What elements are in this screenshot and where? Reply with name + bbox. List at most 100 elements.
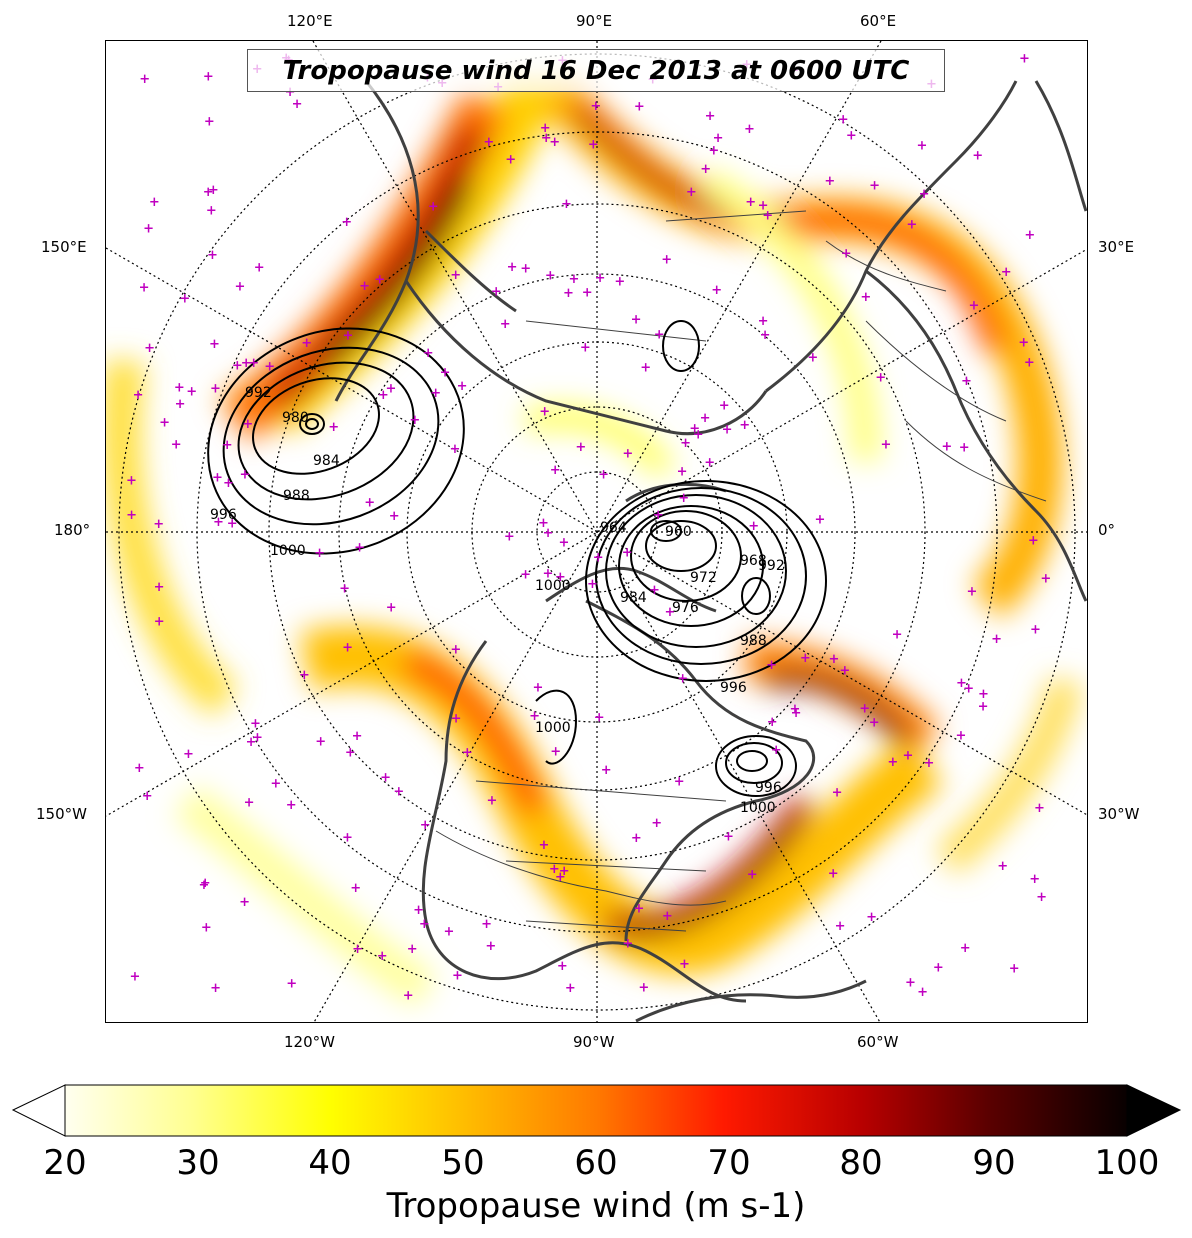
lon-label-bottom-90w: 90°W	[573, 1033, 615, 1051]
station-marker: +	[892, 627, 903, 642]
station-marker: +	[713, 131, 724, 146]
station-marker: +	[286, 798, 297, 813]
map-panel: + + + + + + + + + + + + + + + + + + + + + + + + + + + + + + + + + + + + + + + +…	[105, 40, 1088, 1023]
station-marker: +	[543, 567, 554, 582]
station-marker: +	[183, 747, 194, 762]
station-marker: +	[838, 113, 849, 128]
pressure-contours	[207, 320, 827, 797]
colorbar-tick: 30	[176, 1143, 220, 1183]
station-marker: +	[595, 271, 606, 286]
station-marker: +	[967, 584, 978, 599]
station-marker: +	[956, 729, 967, 744]
station-marker: +	[386, 600, 397, 615]
station-marker: +	[978, 699, 989, 714]
map-title: Tropopause wind 16 Dec 2013 at 0600 UTC	[247, 49, 945, 92]
station-marker: +	[869, 178, 880, 193]
station-marker: +	[254, 260, 265, 275]
station-marker: +	[314, 546, 325, 561]
station-marker: +	[126, 508, 137, 523]
station-marker: +	[343, 328, 354, 343]
contour-label: 992	[245, 385, 272, 401]
lon-label-right-30w: 30°W	[1098, 805, 1140, 823]
station-marker: +	[550, 463, 561, 478]
station-marker: +	[246, 735, 257, 750]
station-marker: +	[210, 981, 221, 996]
contour-label: 988	[740, 633, 767, 649]
station-marker: +	[758, 199, 769, 214]
station-marker: +	[959, 441, 970, 456]
station-marker: +	[634, 902, 645, 917]
contour-label: 980	[282, 410, 309, 426]
station-marker: +	[359, 279, 370, 294]
station-marker: +	[529, 709, 540, 724]
contour-label: 968	[740, 553, 767, 569]
station-marker: +	[252, 731, 263, 746]
station-marker: +	[244, 796, 255, 811]
station-marker: +	[270, 777, 281, 792]
station-marker: +	[1034, 801, 1045, 816]
station-marker: +	[565, 981, 576, 996]
station-marker: +	[1028, 534, 1039, 549]
station-marker: +	[171, 438, 182, 453]
station-marker: +	[232, 358, 243, 373]
station-marker: +	[341, 215, 352, 230]
station-marker: +	[762, 209, 773, 224]
station-marker: +	[598, 467, 609, 482]
station-marker: +	[561, 197, 572, 212]
station-marker: +	[533, 680, 544, 695]
station-marker: +	[450, 442, 461, 457]
station-marker: +	[213, 515, 224, 530]
station-marker: +	[393, 784, 404, 799]
station-marker: +	[559, 536, 570, 551]
station-marker: +	[407, 942, 418, 957]
station-marker: +	[569, 272, 580, 287]
station-marker: +	[505, 153, 516, 168]
lon-label-bottom-120w: 120°W	[284, 1033, 335, 1051]
station-marker: +	[352, 942, 363, 957]
lon-label-top-120e: 120°E	[287, 12, 333, 30]
station-marker: +	[413, 903, 424, 918]
station-marker: +	[500, 317, 511, 332]
station-marker: +	[208, 183, 219, 198]
station-marker: +	[452, 969, 463, 984]
wind-field	[106, 76, 1083, 1008]
station-marker: +	[711, 283, 722, 298]
station-marker: +	[651, 816, 662, 831]
station-marker: +	[206, 203, 217, 218]
station-marker: +	[829, 652, 840, 667]
station-marker: +	[520, 261, 531, 276]
station-marker: +	[203, 185, 214, 200]
station-marker: +	[409, 413, 420, 428]
station-marker: +	[1029, 872, 1040, 887]
station-marker: +	[747, 867, 758, 882]
station-marker: +	[917, 138, 928, 153]
contour-label: 964	[600, 520, 627, 536]
station-marker: +	[662, 909, 673, 924]
contour-label: 1000	[740, 800, 776, 816]
station-marker: +	[374, 273, 385, 288]
colorbar-tick: 100	[1094, 1143, 1160, 1183]
station-marker: +	[686, 185, 697, 200]
station-marker: +	[242, 417, 253, 432]
station-marker: +	[963, 682, 974, 697]
station-marker: +	[991, 632, 1002, 647]
station-marker: +	[539, 405, 550, 420]
station-marker: +	[906, 218, 917, 233]
station-marker: +	[760, 328, 771, 343]
station-marker: +	[631, 831, 642, 846]
station-marker: +	[139, 72, 150, 87]
station-marker: +	[832, 786, 843, 801]
station-marker: +	[917, 985, 928, 1000]
station-marker: +	[622, 937, 633, 952]
station-marker: +	[199, 878, 210, 893]
station-marker: +	[154, 614, 165, 629]
station-marker: +	[250, 716, 261, 731]
station-marker: +	[1024, 228, 1035, 243]
station-marker: +	[739, 418, 750, 433]
station-marker: +	[719, 398, 730, 413]
station-marker: +	[315, 734, 326, 749]
station-marker: +	[549, 135, 560, 150]
station-marker: +	[144, 341, 155, 356]
station-marker: +	[364, 496, 375, 511]
station-marker: +	[689, 422, 700, 437]
